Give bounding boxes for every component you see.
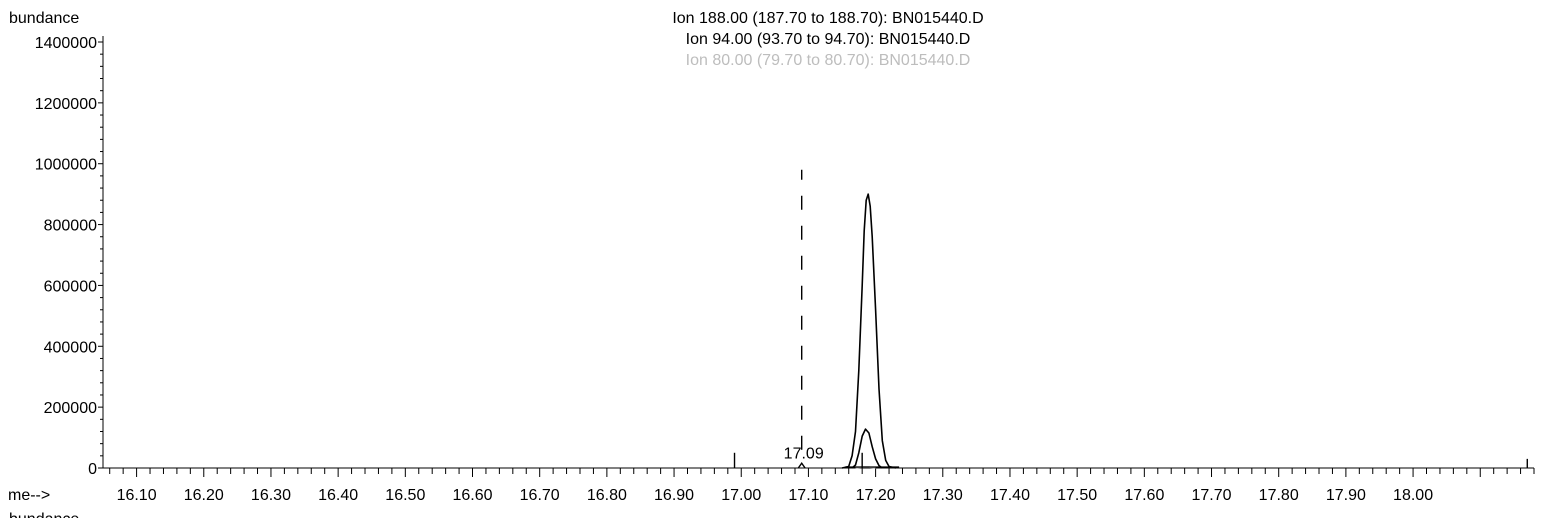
x-tick-label: 16.50 xyxy=(385,487,425,504)
y-tick-label: 1200000 xyxy=(35,96,97,113)
x-tick-label: 17.30 xyxy=(923,487,963,504)
peak-annotation: 17.09 xyxy=(784,446,824,463)
title-line: Ion 94.00 (93.70 to 94.70): BN015440.D xyxy=(686,31,971,48)
x-tick-label: 17.10 xyxy=(788,487,828,504)
x-tick-label: 16.10 xyxy=(117,487,157,504)
y-tick-label: 600000 xyxy=(44,278,97,295)
x-tick-label: 17.40 xyxy=(990,487,1030,504)
x-tick-label: 16.80 xyxy=(587,487,627,504)
x-tick-label: 16.40 xyxy=(318,487,358,504)
x-tick-label: 17.50 xyxy=(1057,487,1097,504)
y-tick-label: 0 xyxy=(88,461,97,478)
y-tick-label: 200000 xyxy=(44,400,97,417)
title-line: Ion 188.00 (187.70 to 188.70): BN015440.… xyxy=(672,10,983,27)
text-layer: 0 200000 400000 600000 800000 1000000 1200000 1… xyxy=(8,10,1433,523)
x-tick-label: 16.60 xyxy=(452,487,492,504)
x-tick-label: 18.00 xyxy=(1393,487,1433,504)
axes-layer xyxy=(98,36,1535,477)
markers-layer xyxy=(733,169,1528,468)
x-tick-label: 17.00 xyxy=(721,487,761,504)
x-tick-label: 16.20 xyxy=(184,487,224,504)
x-tick-label: 17.70 xyxy=(1191,487,1231,504)
x-axis-label: me--> xyxy=(8,487,50,504)
next-panel-label: bundance xyxy=(9,511,79,518)
y-axis-label: bundance xyxy=(9,10,79,27)
title-line: Ion 80.00 (79.70 to 80.70): BN015440.D xyxy=(686,52,971,69)
small-peak-line xyxy=(797,461,806,469)
series-layer xyxy=(797,193,900,469)
y-tick-label: 400000 xyxy=(44,339,97,356)
x-tick-label: 16.70 xyxy=(520,487,560,504)
series-line-2 xyxy=(851,428,883,469)
x-tick-label: 16.90 xyxy=(654,487,694,504)
x-tick-label: 17.80 xyxy=(1259,487,1299,504)
series-line-1 xyxy=(841,193,896,469)
y-tick-label: 800000 xyxy=(44,218,97,235)
y-tick-label: 1000000 xyxy=(35,157,97,174)
x-tick-label: 17.90 xyxy=(1326,487,1366,504)
x-tick-label: 17.60 xyxy=(1124,487,1164,504)
y-tick-label: 1400000 xyxy=(35,35,97,52)
x-tick-label: 16.30 xyxy=(251,487,291,504)
x-tick-label: 17.20 xyxy=(856,487,896,504)
